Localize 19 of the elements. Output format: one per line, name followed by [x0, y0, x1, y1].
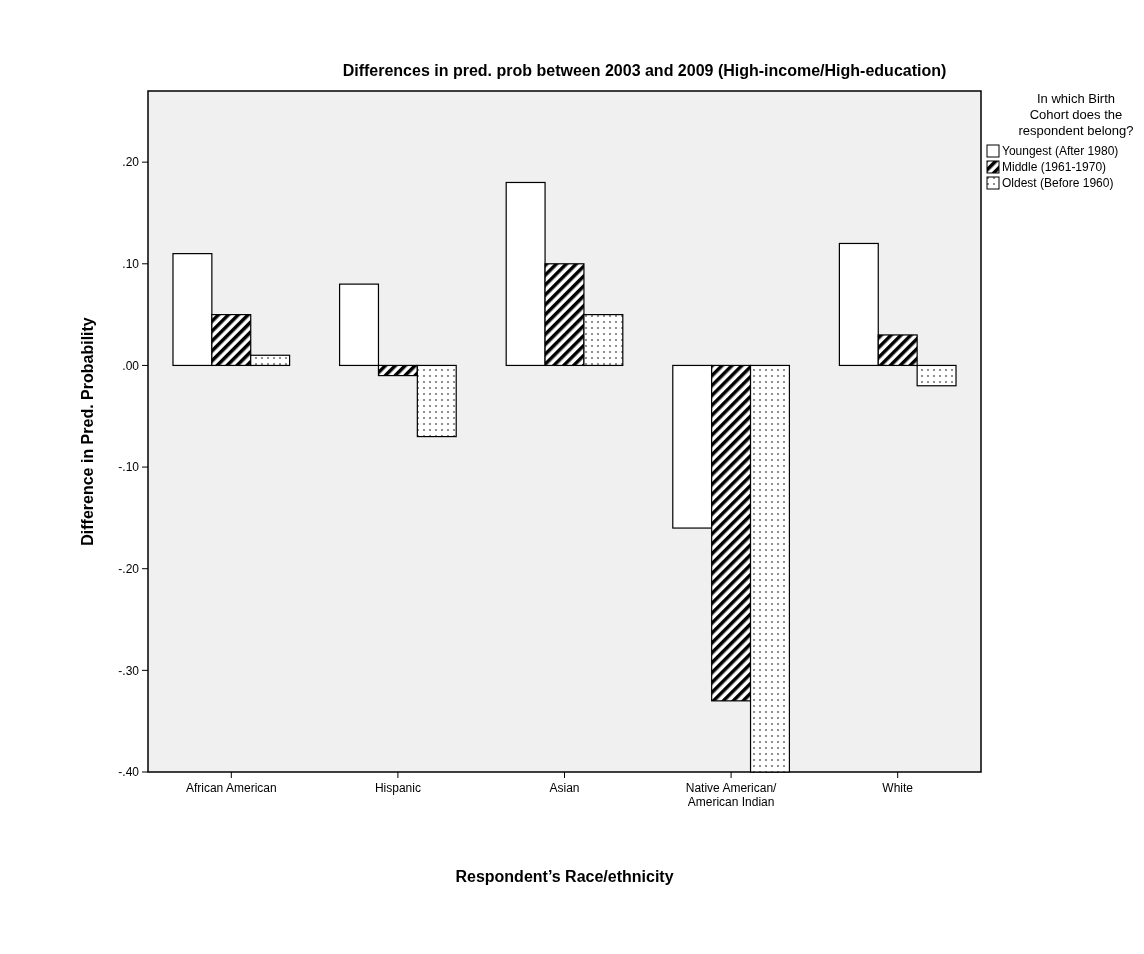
x-tick-label: Native American/American Indian	[685, 781, 778, 809]
chart-title: Differences in pred. prob between 2003 and 2009 (High-income/High-education)	[342, 62, 947, 79]
legend-title: In which Birth Cohort does the respondent belong?	[1018, 91, 1134, 138]
x-tick-label: White	[882, 781, 914, 795]
y-axis-title: Difference in Pred. Probability	[79, 317, 96, 546]
x-axis-title: Respondent’s Race/ethnicity	[455, 868, 674, 885]
x-tick-label: African American	[185, 781, 277, 795]
y-tick-label: .20	[122, 155, 140, 170]
x-tick-label: Asian	[549, 781, 580, 795]
y-tick-label: -.10	[118, 460, 140, 475]
y-tick-label: -.40	[118, 765, 140, 780]
y-tick-label: .10	[122, 256, 140, 271]
y-tick-label: -.30	[118, 663, 140, 678]
x-tick-label: Hispanic	[374, 781, 421, 795]
y-tick-label: -.20	[118, 561, 140, 576]
legend-label: Middle (1961-1970)	[1002, 160, 1107, 175]
legend-label: Youngest (After 1980)	[1002, 144, 1119, 159]
legend-label: Oldest (Before 1960)	[1002, 176, 1114, 191]
y-tick-label: .00	[122, 358, 140, 373]
